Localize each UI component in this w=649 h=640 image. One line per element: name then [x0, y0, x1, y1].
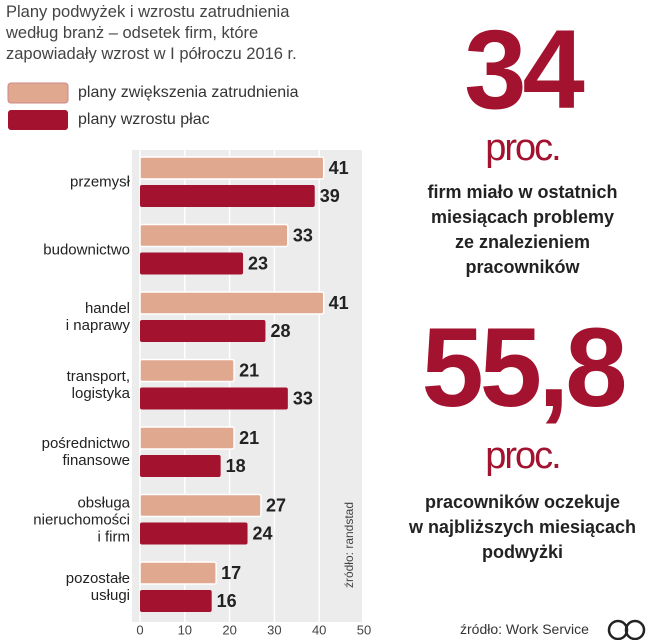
value-label: 41: [329, 158, 349, 178]
value-label: 28: [270, 321, 290, 341]
x-tick-label: 50: [357, 622, 371, 637]
y-tick-label: pozostałe usługi: [65, 570, 130, 604]
bar: [140, 185, 315, 207]
y-tick-label: transport, logistyka: [66, 367, 130, 402]
bar: [139, 156, 325, 180]
bar: [139, 358, 235, 383]
legend-label: plany zwiększenia zatrudnienia: [78, 84, 299, 101]
stat-unit: proc.: [485, 127, 561, 169]
stat: 34: [464, 7, 585, 132]
bar: [139, 493, 262, 518]
bar: [140, 455, 221, 477]
y-tick-label: przemysł: [69, 173, 130, 191]
y-tick-label: budownictwo: [43, 241, 130, 258]
bar: [140, 252, 244, 275]
plot-background: [132, 150, 362, 622]
bar: [139, 291, 325, 315]
chart-title: Plany podwyżek i wzrostu zatrudnienia we…: [6, 3, 297, 63]
inner-source: źródło: randstad: [342, 502, 356, 588]
value-label: 23: [248, 253, 268, 273]
value-label: 39: [320, 186, 340, 206]
value-label: 33: [293, 225, 313, 245]
bar: [140, 590, 212, 612]
y-tick-label: obsługa nieruchomości i firm: [33, 494, 130, 545]
value-label: 18: [226, 456, 246, 476]
stat-text: pracowników oczekuje w najbliższych mies…: [408, 492, 637, 562]
stat-unit: proc.: [485, 435, 561, 477]
y-tick-label: handel i naprawy: [65, 300, 130, 334]
value-label: 17: [221, 563, 241, 583]
bar: [139, 223, 289, 248]
value-label: 21: [239, 360, 259, 380]
value-label: 24: [253, 523, 273, 543]
bar: [139, 561, 217, 585]
x-tick-label: 30: [267, 622, 281, 637]
y-tick-label: pośrednictwo finansowe: [41, 435, 130, 469]
value-label: 21: [239, 428, 259, 448]
stat-text: firm miało w ostatnich miesiącach proble…: [427, 182, 618, 277]
x-tick-label: 40: [312, 622, 326, 637]
source: źródło: Work Service: [460, 621, 589, 637]
legend-swatch: [7, 82, 69, 104]
value-label: 41: [329, 293, 349, 313]
x-tick-label: 20: [222, 622, 236, 637]
stat: 55,8: [421, 305, 628, 430]
value-label: 33: [293, 388, 313, 408]
bar: [140, 320, 266, 342]
legend-swatch: [8, 110, 68, 130]
bar: [140, 387, 288, 410]
value-label: 27: [266, 495, 286, 515]
bar: [139, 426, 235, 450]
value-label: 16: [217, 591, 237, 611]
legend-label: plany wzrostu płac: [78, 111, 210, 128]
logo: [607, 619, 646, 640]
bar: [140, 522, 248, 545]
x-tick-label: 10: [178, 622, 192, 637]
x-tick-label: 0: [136, 622, 143, 637]
